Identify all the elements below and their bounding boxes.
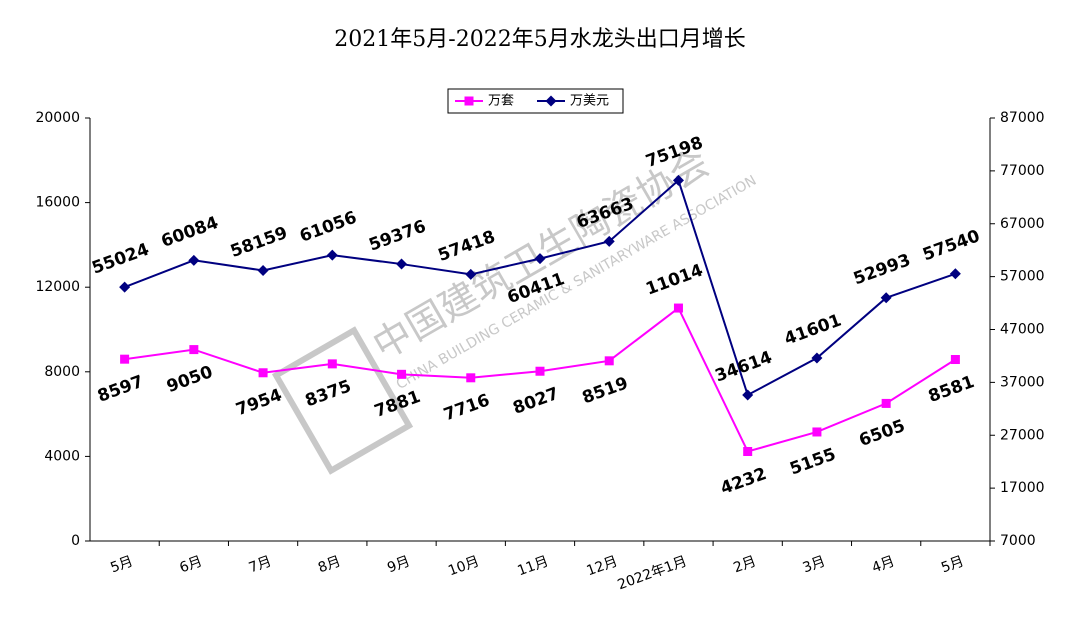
x-tick-label: 2022年1月 (616, 553, 690, 593)
y-tick-label: 0 (71, 533, 80, 549)
value-label: 59376 (366, 217, 428, 256)
value-label: 8597 (95, 372, 146, 407)
point (120, 354, 130, 364)
value-label: 11014 (643, 260, 706, 299)
y2-tick-label: 37000 (1000, 374, 1045, 390)
point (534, 253, 546, 265)
point (397, 369, 407, 379)
point (604, 356, 614, 366)
y-tick-label: 16000 (35, 195, 80, 211)
x-tick-label: 5月 (108, 553, 135, 576)
x-tick-label: 9月 (385, 553, 412, 576)
point (743, 446, 753, 456)
value-label: 58159 (228, 223, 290, 262)
point (396, 258, 408, 270)
point (188, 254, 200, 266)
value-label: 8519 (580, 373, 631, 408)
y2-tick-label: 87000 (1000, 110, 1045, 126)
x-tick-label: 10月 (446, 553, 481, 579)
y2-tick-label: 17000 (1000, 480, 1045, 496)
value-label: 9050 (164, 362, 215, 397)
y-tick-label: 8000 (44, 364, 80, 380)
y-tick-label: 4000 (44, 448, 80, 464)
point (258, 368, 268, 378)
x-tick-label: 3月 (801, 553, 828, 576)
value-label: 52993 (851, 250, 913, 289)
x-tick-label: 11月 (515, 553, 550, 579)
value-label: 6505 (856, 416, 907, 451)
value-label: 8581 (926, 372, 977, 407)
y2-tick-label: 57000 (1000, 269, 1045, 285)
y2-tick-label: 67000 (1000, 216, 1045, 232)
x-tick-label: 4月 (870, 553, 897, 576)
value-label: 7716 (441, 390, 492, 425)
y2-tick-label: 47000 (1000, 322, 1045, 338)
x-tick-label: 5月 (939, 553, 966, 576)
value-label: 4232 (718, 464, 769, 499)
point (673, 303, 683, 313)
point (189, 345, 199, 355)
y-tick-label: 12000 (35, 279, 80, 295)
point (949, 268, 961, 280)
point (672, 174, 684, 186)
chart-title: 2021年5月-2022年5月水龙头出口月增长 (334, 27, 745, 52)
point (812, 427, 822, 437)
value-label: 5155 (787, 444, 838, 479)
value-label: 8375 (303, 376, 354, 411)
x-tick-label: 6月 (178, 553, 205, 576)
watermark-logo (271, 326, 414, 475)
value-label: 8027 (510, 384, 561, 419)
point (950, 355, 960, 365)
x-tick-label: 2月 (731, 553, 758, 576)
point (881, 398, 891, 408)
value-label: 60084 (159, 213, 222, 252)
legend-label: 万套 (488, 93, 514, 109)
point (466, 373, 476, 383)
value-label: 7881 (372, 387, 423, 422)
y-tick-label: 20000 (35, 110, 80, 126)
value-label: 61056 (297, 208, 359, 247)
legend-label: 万美元 (570, 94, 609, 109)
y2-tick-label: 27000 (1000, 427, 1045, 443)
point (119, 281, 131, 293)
x-tick-label: 8月 (316, 553, 343, 576)
y2-tick-label: 77000 (1000, 163, 1045, 179)
point (880, 292, 892, 304)
point (603, 235, 615, 247)
point (257, 264, 269, 276)
point (327, 359, 337, 369)
legend-marker (545, 95, 557, 107)
point (742, 389, 754, 401)
legend-marker (464, 96, 474, 106)
x-tick-label: 7月 (247, 553, 274, 576)
point (811, 352, 823, 364)
point (535, 366, 545, 376)
point (326, 249, 338, 261)
y2-tick-label: 7000 (1000, 533, 1036, 549)
value-label: 7954 (233, 385, 284, 420)
value-label: 55024 (89, 240, 152, 279)
point (465, 268, 477, 280)
x-tick-label: 12月 (585, 553, 620, 579)
value-label: 57540 (920, 226, 983, 265)
